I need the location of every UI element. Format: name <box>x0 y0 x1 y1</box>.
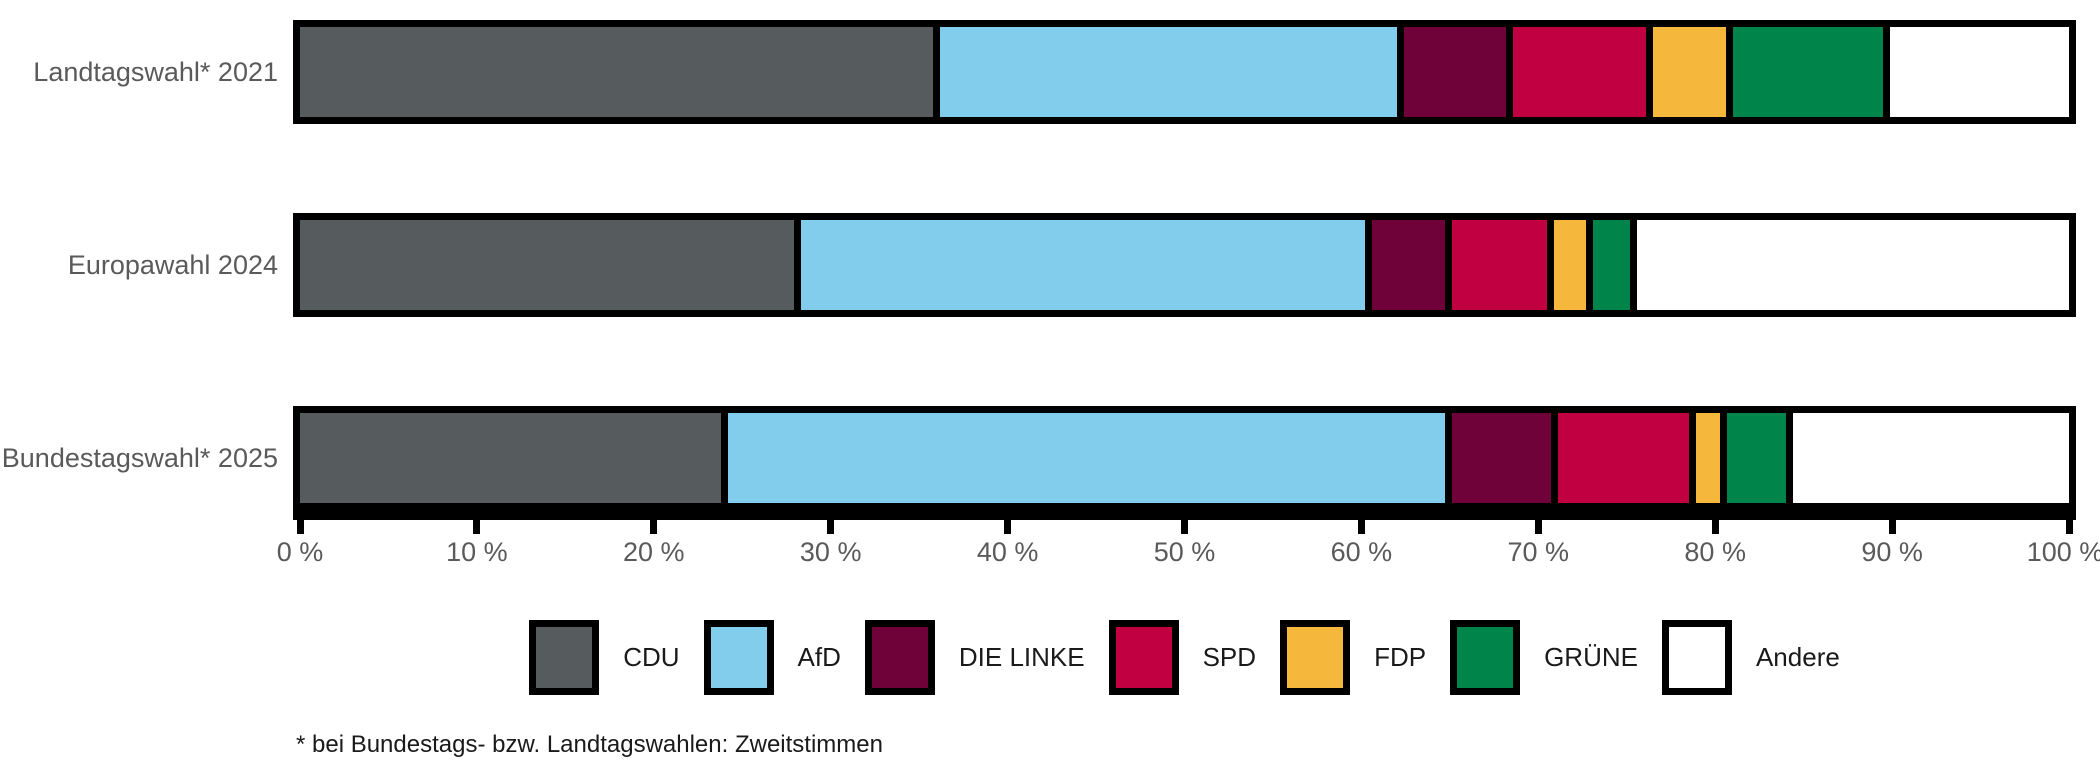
legend-label-cdu: CDU <box>623 642 680 672</box>
legend-label-andere: Andere <box>1755 642 1840 672</box>
legend-label-grune: GRÜNE <box>1544 642 1638 672</box>
bar-segment-cdu <box>300 413 722 503</box>
x-axis-tick <box>1004 520 1012 534</box>
bar-segment-grune <box>1720 413 1786 503</box>
legend-item-andere: Andere <box>1661 620 1840 695</box>
x-axis-tick <box>1888 520 1896 534</box>
x-axis-tick-label: 40 % <box>976 537 1039 567</box>
x-axis-tick-label: 60 % <box>1330 537 1393 567</box>
legend: CDU AfD DIE LINKE SPD FDP GRÜNE Andere <box>293 620 2076 695</box>
x-axis-tick-label: 10 % <box>446 537 508 567</box>
bar-row-landtagswahl-2021 <box>293 20 2076 124</box>
bar-segment-spd <box>1550 413 1689 503</box>
bar-segment-grune <box>1725 27 1884 117</box>
bar-segment-andere <box>1883 27 2069 117</box>
bar-segment-fdp <box>1688 413 1721 503</box>
bar-segment-fdp <box>1646 27 1726 117</box>
bar-segment-cdu <box>300 220 794 310</box>
x-axis-tick-label: 0 % <box>276 537 324 567</box>
x-axis-tick-label: 80 % <box>1684 537 1746 567</box>
x-axis-tick-label: 50 % <box>1153 537 1216 567</box>
x-axis-tick <box>1357 520 1365 534</box>
x-axis-tick <box>2065 520 2073 534</box>
x-axis-tick-label: 30 % <box>799 537 862 567</box>
bar-segment-fdp <box>1547 220 1587 310</box>
x-axis-tick <box>1181 520 1188 534</box>
legend-item-spd: SPD <box>1108 620 1257 695</box>
bar-segment-afd <box>721 413 1445 503</box>
legend-swatch-afd <box>703 620 774 695</box>
bar-segment-afd <box>793 220 1365 310</box>
x-axis-tick <box>296 520 304 534</box>
legend-swatch-andere <box>1661 620 1732 695</box>
row-label-landtagswahl-2021: Landtagswahl* 2021 <box>33 57 278 87</box>
bar-row-bundestagswahl-2025 <box>293 406 2076 510</box>
legend-swatch-grune <box>1450 620 1521 695</box>
x-axis-tick-label: 90 % <box>1861 537 1923 567</box>
legend-swatch-cdu <box>529 620 600 695</box>
legend-swatch-spd <box>1108 620 1179 695</box>
legend-item-cdu: CDU <box>529 620 680 695</box>
bar-segment-die-linke <box>1396 27 1507 117</box>
x-axis-tick <box>827 520 835 534</box>
legend-label-afd: AfD <box>797 642 841 672</box>
x-axis-tick <box>1711 520 1719 534</box>
legend-swatch-fdp <box>1280 620 1351 695</box>
legend-item-grune: GRÜNE <box>1450 620 1638 695</box>
x-axis-tick <box>1534 520 1542 534</box>
bar-row-europawahl-2024 <box>293 213 2076 317</box>
bar-segment-die-linke <box>1364 220 1445 310</box>
bar-segment-andere <box>1785 413 2069 503</box>
bar-segment-spd <box>1506 27 1647 117</box>
x-axis-tick-label: 100 % <box>2026 537 2100 567</box>
footnote-text: * bei Bundestags- bzw. Landtagswahlen: Z… <box>296 731 883 758</box>
bar-segment-spd <box>1444 220 1548 310</box>
row-label-bundestagswahl-2025: Bundestagswahl* 2025 <box>1 443 278 473</box>
x-axis-tick-label: 20 % <box>623 537 685 567</box>
bar-segment-afd <box>933 27 1397 117</box>
legend-item-fdp: FDP <box>1280 620 1426 695</box>
bar-segment-grune <box>1586 220 1631 310</box>
bar-segment-andere <box>1630 220 2069 310</box>
x-axis-tick <box>650 520 658 534</box>
x-axis-tick <box>473 520 481 534</box>
row-label-europawahl-2024: Europawahl 2024 <box>67 250 278 280</box>
bar-segment-cdu <box>300 27 934 117</box>
x-axis-tick-label: 70 % <box>1507 537 1570 567</box>
legend-label-fdp: FDP <box>1374 642 1427 672</box>
bar-segment-die-linke <box>1444 413 1551 503</box>
legend-item-die-linke: DIE LINKE <box>864 620 1085 695</box>
x-axis-line <box>293 510 2076 520</box>
legend-item-afd: AfD <box>703 620 841 695</box>
legend-label-die-linke: DIE LINKE <box>958 642 1085 672</box>
legend-swatch-die-linke <box>864 620 935 695</box>
legend-label-spd: SPD <box>1202 642 1257 672</box>
